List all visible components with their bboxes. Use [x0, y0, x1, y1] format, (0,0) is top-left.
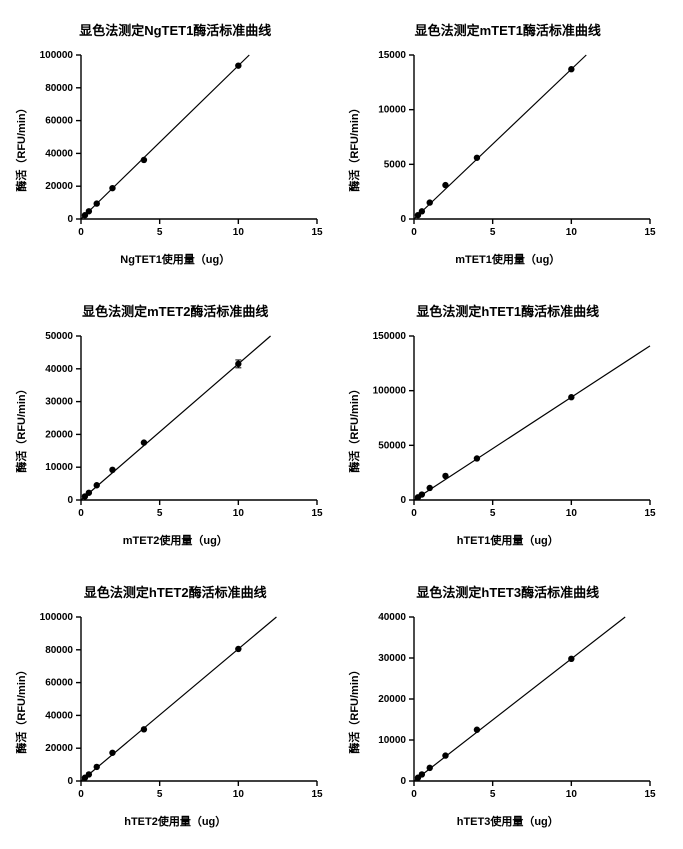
- svg-text:0: 0: [411, 789, 417, 800]
- panel-htet1: 显色法测定hTET1酶活标准曲线 酶活（RFU/min） 05101505000…: [351, 301, 666, 548]
- svg-text:10000: 10000: [45, 462, 73, 473]
- svg-text:10: 10: [566, 227, 578, 238]
- svg-text:15: 15: [312, 508, 324, 519]
- svg-text:5: 5: [490, 508, 496, 519]
- svg-text:10000: 10000: [378, 735, 406, 746]
- x-axis-label: hTET1使用量（ug）: [457, 532, 559, 548]
- svg-text:0: 0: [78, 508, 84, 519]
- svg-text:5000: 5000: [384, 159, 407, 170]
- x-axis-label: mTET1使用量（ug）: [455, 251, 560, 267]
- svg-text:10: 10: [233, 789, 245, 800]
- plot-area: 酶活（RFU/min） 051015010000200003000040000: [358, 609, 658, 809]
- svg-text:0: 0: [400, 495, 406, 506]
- svg-text:40000: 40000: [45, 710, 73, 721]
- panel-title: 显色法测定mTET1酶活标准曲线: [415, 20, 601, 39]
- svg-text:0: 0: [78, 227, 84, 238]
- svg-text:150000: 150000: [372, 331, 406, 342]
- svg-text:80000: 80000: [45, 83, 73, 94]
- panel-title: 显色法测定hTET3酶活标准曲线: [416, 582, 599, 601]
- svg-text:30000: 30000: [45, 397, 73, 408]
- svg-text:10000: 10000: [378, 105, 406, 116]
- svg-text:5: 5: [490, 227, 496, 238]
- svg-text:0: 0: [68, 495, 74, 506]
- plot-area: 酶活（RFU/min） 0510150100002000030000400005…: [25, 328, 325, 528]
- svg-text:0: 0: [411, 508, 417, 519]
- svg-text:100000: 100000: [40, 612, 74, 623]
- svg-text:60000: 60000: [45, 116, 73, 127]
- chart-svg: 0 5 10 15 0 10000 20000 30000 40000: [358, 609, 658, 809]
- svg-text:5: 5: [157, 789, 163, 800]
- svg-text:40000: 40000: [45, 364, 73, 375]
- svg-text:10: 10: [233, 227, 245, 238]
- panel-title: 显色法测定NgTET1酶活标准曲线: [79, 20, 271, 39]
- svg-text:0: 0: [400, 776, 406, 787]
- svg-text:15: 15: [312, 789, 324, 800]
- svg-text:0: 0: [68, 776, 74, 787]
- svg-text:5: 5: [157, 508, 163, 519]
- chart-svg: 0 5 10 15 0 50000 100000 150000: [358, 328, 658, 528]
- svg-text:0: 0: [68, 214, 74, 225]
- panel-ngtet1: 显色法测定NgTET1酶活标准曲线 酶活（RFU/min） 0510150200…: [18, 20, 333, 267]
- y-axis-label: 酶活（RFU/min）: [13, 383, 29, 472]
- plot-area: 酶活（RFU/min） 051015050000100000150000: [358, 328, 658, 528]
- x-axis-label: mTET2使用量（ug）: [123, 532, 228, 548]
- y-axis-label: 酶活（RFU/min）: [13, 102, 29, 191]
- panel-mtet2: 显色法测定mTET2酶活标准曲线 酶活（RFU/min） 05101501000…: [18, 301, 333, 548]
- svg-text:20000: 20000: [378, 694, 406, 705]
- panel-htet3: 显色法测定hTET3酶活标准曲线 酶活（RFU/min） 05101501000…: [351, 582, 666, 829]
- svg-text:10: 10: [233, 508, 245, 519]
- panel-mtet1: 显色法测定mTET1酶活标准曲线 酶活（RFU/min） 05101505000…: [351, 20, 666, 267]
- svg-text:40000: 40000: [378, 612, 406, 623]
- svg-text:40000: 40000: [45, 148, 73, 159]
- y-axis-label: 酶活（RFU/min）: [13, 664, 29, 753]
- svg-text:10: 10: [566, 508, 578, 519]
- svg-text:10: 10: [566, 789, 578, 800]
- svg-text:100000: 100000: [40, 50, 74, 61]
- plot-area: 酶活（RFU/min） 0510150200004000060000800001…: [25, 609, 325, 809]
- panel-htet2: 显色法测定hTET2酶活标准曲线 酶活（RFU/min） 05101502000…: [18, 582, 333, 829]
- chart-svg: 0 5 10 15 0 10000 20000 30000 40000 50000: [25, 328, 325, 528]
- svg-text:0: 0: [78, 789, 84, 800]
- y-axis-label: 酶活（RFU/min）: [346, 664, 362, 753]
- svg-text:5: 5: [490, 789, 496, 800]
- panel-title: 显色法测定hTET1酶活标准曲线: [416, 301, 599, 320]
- plot-area: 酶活（RFU/min） 051015050001000015000: [358, 47, 658, 247]
- svg-text:20000: 20000: [45, 743, 73, 754]
- svg-text:5: 5: [157, 227, 163, 238]
- svg-text:0: 0: [400, 214, 406, 225]
- svg-text:80000: 80000: [45, 645, 73, 656]
- svg-text:60000: 60000: [45, 678, 73, 689]
- panel-title: 显色法测定hTET2酶活标准曲线: [84, 582, 267, 601]
- chart-svg: 0 5 10 15 0 5000 10000 15000: [358, 47, 658, 247]
- svg-text:50000: 50000: [45, 331, 73, 342]
- panel-title: 显色法测定mTET2酶活标准曲线: [82, 301, 268, 320]
- plot-area: 酶活（RFU/min） 0510150200004000060000800001…: [25, 47, 325, 247]
- x-axis-label: NgTET1使用量（ug）: [120, 251, 230, 267]
- x-axis-label: hTET2使用量（ug）: [124, 813, 226, 829]
- svg-text:15: 15: [644, 508, 656, 519]
- y-axis-label: 酶活（RFU/min）: [346, 383, 362, 472]
- svg-text:100000: 100000: [372, 386, 406, 397]
- svg-text:15: 15: [644, 227, 656, 238]
- chart-svg: 0 5 10 15 0 20000 40000 60000 80000 100000: [25, 47, 325, 247]
- y-axis-label: 酶活（RFU/min）: [346, 102, 362, 191]
- svg-text:20000: 20000: [45, 429, 73, 440]
- svg-text:15000: 15000: [378, 50, 406, 61]
- svg-text:0: 0: [411, 227, 417, 238]
- svg-text:15: 15: [644, 789, 656, 800]
- chart-svg: 0 5 10 15 0 20000 40000 60000 80000 100000: [25, 609, 325, 809]
- svg-text:50000: 50000: [378, 440, 406, 451]
- svg-text:15: 15: [312, 227, 324, 238]
- x-axis-label: hTET3使用量（ug）: [457, 813, 559, 829]
- svg-text:30000: 30000: [378, 653, 406, 664]
- chart-grid: 显色法测定NgTET1酶活标准曲线 酶活（RFU/min） 0 5 10 15 0 200…: [18, 20, 665, 829]
- svg-text:20000: 20000: [45, 181, 73, 192]
